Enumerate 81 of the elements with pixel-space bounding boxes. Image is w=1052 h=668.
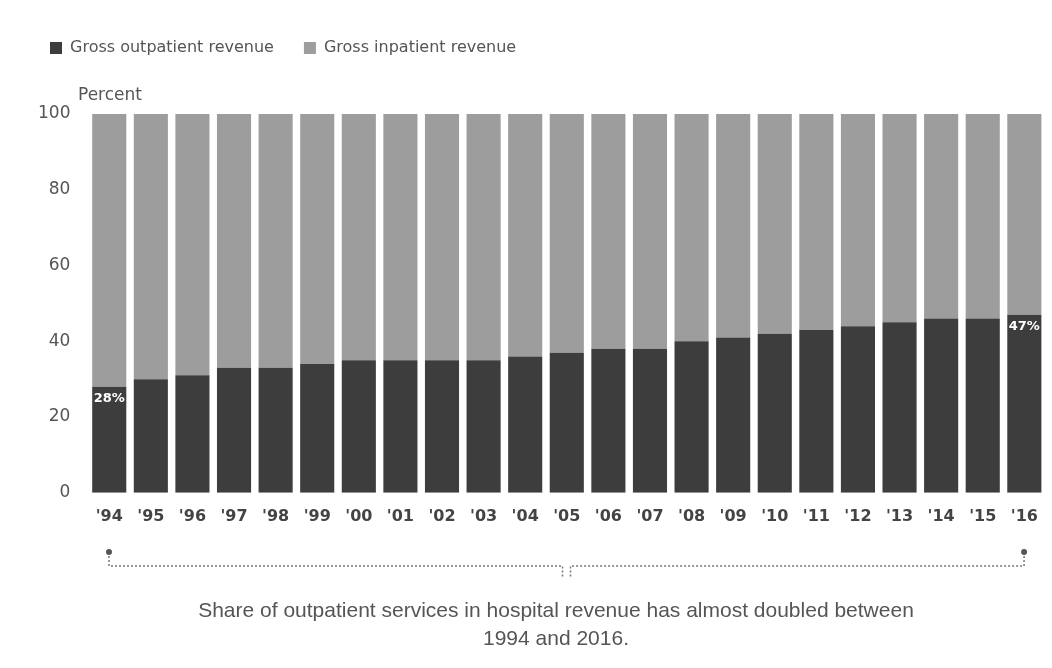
bar [508,356,543,493]
bar [924,114,959,319]
bar [591,114,626,349]
x-tick-label: '14 [927,505,955,525]
bar [632,114,668,349]
bar [549,352,584,493]
bar [466,114,501,361]
bar [965,114,1000,319]
bar [133,379,168,493]
bar [840,114,876,327]
bar [300,114,335,365]
bar [591,348,626,493]
bar [341,114,376,361]
y-tick-label: 100 [37,102,71,123]
x-tick-label: '13 [885,505,914,525]
y-tick-label: 0 [59,481,71,502]
x-tick-label: '07 [636,505,664,525]
y-tick-label: 60 [48,253,71,274]
bar [1007,314,1042,493]
bar [258,114,293,368]
bar [133,114,168,380]
bar [924,318,959,493]
x-tick-label: '12 [844,505,872,525]
x-tick-label: '16 [1010,505,1038,525]
bar [258,367,293,493]
bar [92,114,127,387]
x-tick-label: '96 [178,505,207,525]
legend-label: Gross outpatient revenue [70,37,274,57]
x-tick-label: '03 [470,505,498,525]
bar [424,360,460,493]
text: Share of outpatient services in hospital revenue has almost doubled between 1994 and 2016. [197,597,915,651]
bar [882,322,917,493]
bar [757,114,792,334]
x-tick-label: '04 [511,505,539,525]
y-tick-label: 40 [48,329,71,350]
bar [383,360,418,493]
y-axis-title: Percent [78,83,143,104]
x-tick-label: '09 [719,505,747,525]
x-tick-label: '01 [386,505,414,525]
bar [466,360,501,493]
x-tick-label: '06 [594,505,622,525]
x-tick-label: '00 [345,505,373,525]
bar [799,329,834,493]
bar [799,114,834,330]
x-tick-label: '11 [802,505,830,525]
bar [716,337,751,493]
y-tick-label: 20 [48,405,71,426]
x-tick-label: '99 [303,505,331,525]
legend-label: Gross inpatient revenue [323,37,517,57]
bar [882,114,917,323]
x-tick-label: '98 [262,505,290,525]
bar [383,114,418,361]
bar [632,348,668,493]
bar [92,386,127,493]
x-tick-label: '97 [220,505,248,525]
data-label: 47% [1008,317,1040,333]
bar [300,364,335,493]
bar [549,114,584,353]
bar [1007,114,1042,315]
data-label: 28% [93,389,125,405]
x-tick-label: '95 [137,505,165,525]
bar [716,114,751,338]
bar [757,333,792,493]
bar [508,114,543,357]
x-tick-label: '05 [553,505,581,525]
x-tick-label: '08 [677,505,706,525]
x-tick-label: '94 [95,505,123,525]
bar [175,114,210,376]
bar [175,375,210,493]
x-tick-label: '10 [761,505,789,525]
bar [216,114,252,368]
bar [965,318,1000,493]
bar [216,367,252,493]
x-tick-label: '15 [969,505,997,525]
bar [674,341,709,493]
bar [424,114,460,361]
bar [840,326,876,493]
bar [674,114,709,342]
x-tick-label: '02 [428,505,456,525]
bar [341,360,376,493]
y-tick-label: 80 [48,178,71,199]
